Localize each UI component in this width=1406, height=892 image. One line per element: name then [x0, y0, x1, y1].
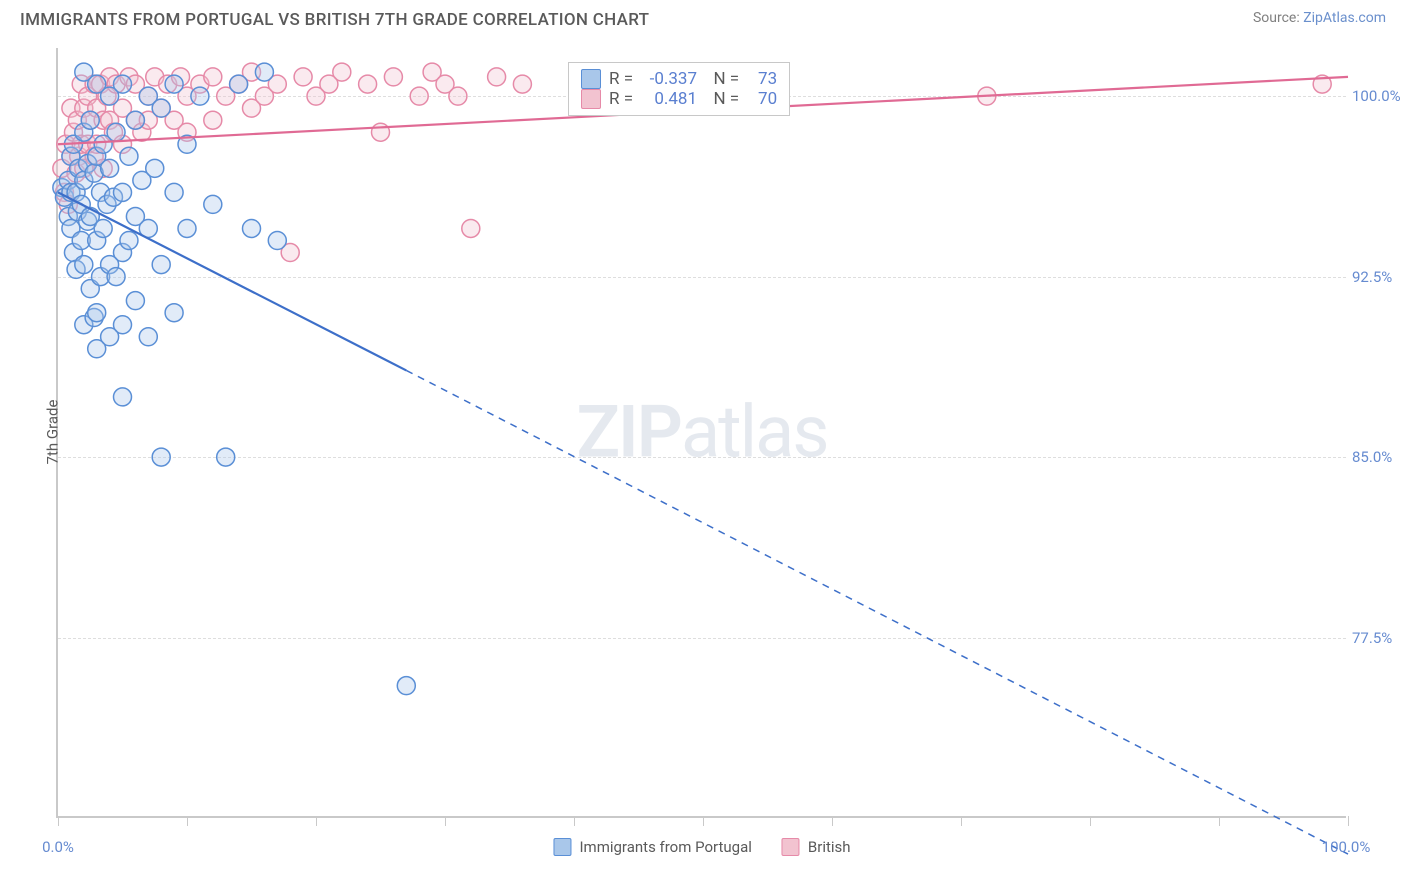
- data-point: [165, 183, 183, 201]
- data-point: [359, 75, 377, 93]
- data-point: [152, 256, 170, 274]
- data-point: [513, 75, 531, 93]
- data-point: [410, 87, 428, 105]
- data-point: [255, 63, 273, 81]
- chart-header: IMMIGRANTS FROM PORTUGAL VS BRITISH 7TH …: [0, 0, 1406, 36]
- data-point: [204, 68, 222, 86]
- legend-item-british: British: [782, 838, 851, 856]
- data-point: [294, 68, 312, 86]
- data-point: [243, 219, 261, 237]
- data-point: [449, 87, 467, 105]
- data-point: [488, 68, 506, 86]
- data-point: [146, 159, 164, 177]
- data-point: [107, 123, 125, 141]
- data-point: [152, 99, 170, 117]
- source-link[interactable]: ZipAtlas.com: [1303, 10, 1386, 26]
- data-point: [139, 328, 157, 346]
- data-point: [107, 268, 125, 286]
- data-point: [372, 123, 390, 141]
- data-point: [384, 68, 402, 86]
- y-tick-label: 85.0%: [1352, 448, 1406, 466]
- chart-plot-area: 7th Grade ZIPatlas 77.5%85.0%92.5%100.0%…: [56, 48, 1346, 818]
- x-axis-max-label: 100.0%: [1322, 838, 1371, 856]
- data-point: [94, 219, 112, 237]
- data-point: [101, 159, 119, 177]
- data-point: [462, 219, 480, 237]
- data-point: [230, 75, 248, 93]
- data-point: [114, 388, 132, 406]
- stats-row: R =0.481 N =70: [581, 89, 777, 109]
- x-tick: [961, 816, 962, 826]
- x-axis-min-label: 0.0%: [42, 838, 74, 856]
- x-tick: [187, 816, 188, 826]
- data-point: [191, 87, 209, 105]
- legend-swatch: [553, 838, 571, 856]
- stats-legend-box: R =-0.337 N =73R =0.481 N =70: [568, 62, 790, 116]
- data-point: [88, 304, 106, 322]
- data-point: [268, 232, 286, 250]
- stats-swatch: [581, 69, 601, 89]
- data-point: [152, 448, 170, 466]
- chart-title: IMMIGRANTS FROM PORTUGAL VS BRITISH 7TH …: [20, 10, 649, 30]
- x-tick: [574, 816, 575, 826]
- data-point: [81, 111, 99, 129]
- data-point: [114, 183, 132, 201]
- data-point: [75, 256, 93, 274]
- x-tick: [1219, 816, 1220, 826]
- data-point: [204, 195, 222, 213]
- scatter-plot: [58, 48, 1346, 816]
- legend-swatch: [782, 838, 800, 856]
- stats-row: R =-0.337 N =73: [581, 69, 777, 89]
- data-point: [114, 316, 132, 334]
- data-point: [126, 292, 144, 310]
- data-point: [165, 75, 183, 93]
- x-tick: [58, 816, 59, 826]
- x-tick: [703, 816, 704, 826]
- x-tick: [832, 816, 833, 826]
- data-point: [126, 111, 144, 129]
- data-point: [178, 219, 196, 237]
- regression-line-extrapolated: [406, 370, 1348, 854]
- legend-item-portugal: Immigrants from Portugal: [553, 838, 751, 856]
- data-point: [333, 63, 351, 81]
- data-point: [204, 111, 222, 129]
- data-point: [114, 75, 132, 93]
- y-tick-label: 77.5%: [1352, 629, 1406, 647]
- x-tick: [445, 816, 446, 826]
- y-tick-label: 100.0%: [1352, 87, 1406, 105]
- x-tick: [1090, 816, 1091, 826]
- y-tick-label: 92.5%: [1352, 268, 1406, 286]
- stats-swatch: [581, 89, 601, 109]
- data-point: [120, 232, 138, 250]
- chart-source: Source: ZipAtlas.com: [1253, 10, 1386, 26]
- data-point: [120, 147, 138, 165]
- x-tick: [1348, 816, 1349, 826]
- bottom-legend: Immigrants from Portugal British: [553, 838, 850, 856]
- data-point: [217, 448, 235, 466]
- data-point: [397, 677, 415, 695]
- data-point: [165, 304, 183, 322]
- x-tick: [316, 816, 317, 826]
